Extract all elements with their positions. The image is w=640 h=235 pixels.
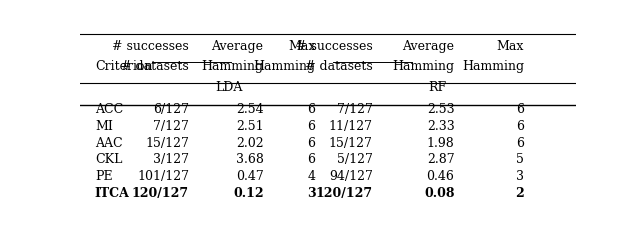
Text: Max: Max	[497, 40, 524, 53]
Text: 0.12: 0.12	[233, 187, 264, 200]
Text: 15/127: 15/127	[145, 137, 189, 150]
Text: 120/127: 120/127	[316, 187, 372, 200]
Text: 120/127: 120/127	[132, 187, 189, 200]
Text: 0.46: 0.46	[427, 170, 454, 183]
Text: ITCA: ITCA	[95, 187, 130, 200]
Text: 2.51: 2.51	[236, 120, 264, 133]
Text: 3/127: 3/127	[153, 153, 189, 166]
Text: 2.53: 2.53	[427, 103, 454, 116]
Text: 6: 6	[308, 103, 316, 116]
Text: 4: 4	[308, 170, 316, 183]
Text: 2: 2	[515, 187, 524, 200]
Text: 2.54: 2.54	[236, 103, 264, 116]
Text: Average: Average	[403, 40, 454, 53]
Text: 5: 5	[516, 153, 524, 166]
Text: 6: 6	[308, 120, 316, 133]
Text: 6/127: 6/127	[153, 103, 189, 116]
Text: RF: RF	[428, 81, 446, 94]
Text: 5/127: 5/127	[337, 153, 372, 166]
Text: 11/127: 11/127	[329, 120, 372, 133]
Text: Max: Max	[288, 40, 316, 53]
Text: 0.47: 0.47	[236, 170, 264, 183]
Text: 3.68: 3.68	[236, 153, 264, 166]
Text: 7/127: 7/127	[337, 103, 372, 116]
Text: 6: 6	[516, 103, 524, 116]
Text: 6: 6	[308, 153, 316, 166]
Text: 6: 6	[516, 137, 524, 150]
Text: # successes: # successes	[113, 40, 189, 53]
Text: 3: 3	[307, 187, 316, 200]
Text: Criterion: Criterion	[95, 59, 152, 73]
Text: 2.02: 2.02	[236, 137, 264, 150]
Text: 1.98: 1.98	[427, 137, 454, 150]
Text: AAC: AAC	[95, 137, 122, 150]
Text: # datasets: # datasets	[305, 59, 372, 73]
Text: 2.87: 2.87	[427, 153, 454, 166]
Text: Hamming: Hamming	[253, 59, 316, 73]
Text: 7/127: 7/127	[153, 120, 189, 133]
Text: # datasets: # datasets	[122, 59, 189, 73]
Text: # successes: # successes	[296, 40, 372, 53]
Text: CKL: CKL	[95, 153, 122, 166]
Text: 2.33: 2.33	[427, 120, 454, 133]
Text: PE: PE	[95, 170, 113, 183]
Text: 6: 6	[308, 137, 316, 150]
Text: 94/127: 94/127	[329, 170, 372, 183]
Text: ACC: ACC	[95, 103, 123, 116]
Text: Average: Average	[211, 40, 264, 53]
Text: Hamming: Hamming	[392, 59, 454, 73]
Text: 101/127: 101/127	[137, 170, 189, 183]
Text: 15/127: 15/127	[329, 137, 372, 150]
Text: Hamming: Hamming	[462, 59, 524, 73]
Text: 6: 6	[516, 120, 524, 133]
Text: MI: MI	[95, 120, 113, 133]
Text: 3: 3	[516, 170, 524, 183]
Text: Hamming: Hamming	[202, 59, 264, 73]
Text: 0.08: 0.08	[424, 187, 454, 200]
Text: LDA: LDA	[215, 81, 243, 94]
